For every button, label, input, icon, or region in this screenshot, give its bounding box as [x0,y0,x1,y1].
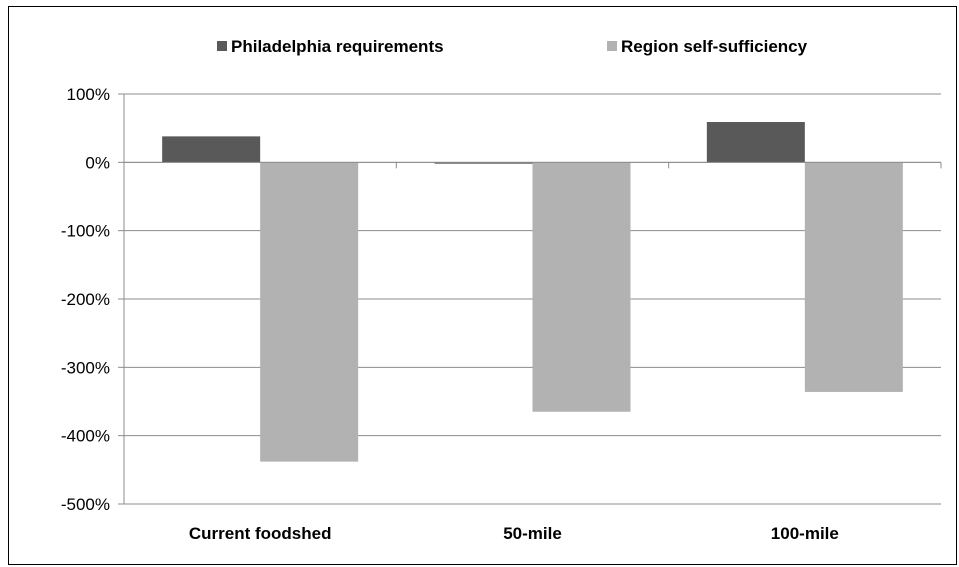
bar-philadelphia-requirements-100-mile [706,122,805,163]
bar-philadelphia-requirements-current-foodshed [162,136,261,163]
x-category-label: 100-mile [771,524,839,543]
bars [162,122,903,462]
y-tick-label: -400% [61,427,110,446]
legend-swatch [217,41,227,51]
legend: Philadelphia requirements Region self-suf… [217,37,808,56]
chart-frame [8,6,957,565]
x-category-label: 50-mile [503,524,562,543]
bar-region-self-sufficiency-50-mile [532,162,631,412]
bar-philadelphia-requirements-50-mile [434,162,533,164]
legend-label: Philadelphia requirements [231,37,444,56]
y-tick-label: -300% [61,358,110,377]
axes [118,93,942,505]
bar-region-self-sufficiency-current-foodshed [260,162,359,462]
x-category-label: Current foodshed [189,524,332,543]
y-tick-label: -500% [61,495,110,514]
y-tick-label: 0% [85,153,110,172]
y-tick-label: -200% [61,290,110,309]
y-tick-label: -100% [61,222,110,241]
legend-label: Region self-sufficiency [621,37,808,56]
axis-labels: 100% 0% -100% -200% -300% -400% -500% Current f… [61,85,839,543]
y-tick-label: 100% [67,85,110,104]
legend-swatch [607,41,617,51]
bar-region-self-sufficiency-100-mile [804,162,903,392]
